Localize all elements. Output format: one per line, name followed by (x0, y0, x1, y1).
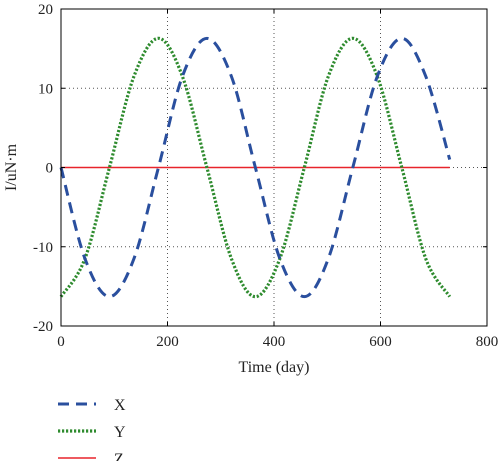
y-tick-label: 0 (46, 161, 54, 177)
y-tick-label: 10 (38, 81, 53, 97)
x-tick-label: 800 (476, 334, 499, 350)
x-tick-label: 200 (156, 334, 179, 350)
legend-label-x: X (114, 397, 126, 414)
legend-label-z: Z (114, 451, 124, 461)
y-axis-title: I/uN·m (3, 143, 20, 191)
legend: XYZ (58, 397, 126, 461)
series-layer (59, 36, 452, 299)
series-x-line (59, 36, 452, 299)
y-tick-label: -10 (33, 240, 53, 256)
y-tick-label: 20 (38, 2, 53, 18)
x-axis-title: Time (day) (239, 359, 310, 376)
x-tick-label: 400 (263, 334, 286, 350)
legend-label-y: Y (114, 424, 126, 441)
axis-ticks: 0 200 400 600 800 -20 -10 0 10 20 (33, 2, 498, 350)
x-tick-label: 600 (369, 334, 392, 350)
y-tick-label: -20 (33, 319, 53, 335)
x-tick-label: 0 (57, 334, 65, 350)
